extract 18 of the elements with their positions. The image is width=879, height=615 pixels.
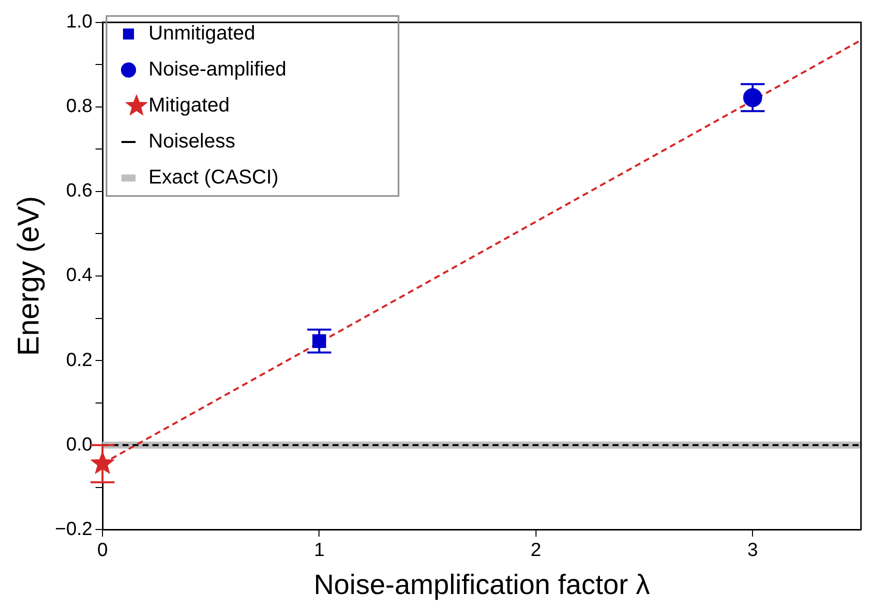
y-axis-title: Energy (eV) xyxy=(12,196,46,356)
y-tick-label: 0.4 xyxy=(66,265,93,286)
legend-label: Noise-amplified xyxy=(148,58,286,81)
x-tick-label: 2 xyxy=(530,540,542,562)
x-tick-label: 3 xyxy=(747,540,758,562)
legend-label: Exact (CASCI) xyxy=(148,166,279,189)
y-tick-label: 0.6 xyxy=(66,180,93,202)
legend-label: Mitigated xyxy=(148,94,230,117)
y-tick-label: −0.2 xyxy=(54,518,93,540)
y-tick-label: 0.0 xyxy=(66,434,93,456)
x-tick-label: 1 xyxy=(314,540,325,562)
x-tick-label: 0 xyxy=(97,540,108,562)
y-tick-label: 0.8 xyxy=(66,96,93,118)
y-tick-label: 0.2 xyxy=(66,350,93,371)
legend-label: Noiseless xyxy=(148,130,236,153)
y-tick-label: 1.0 xyxy=(66,12,93,33)
legend-label: Unmitigated xyxy=(148,22,256,45)
x-axis-title: Noise-amplification factor λ xyxy=(314,568,650,600)
